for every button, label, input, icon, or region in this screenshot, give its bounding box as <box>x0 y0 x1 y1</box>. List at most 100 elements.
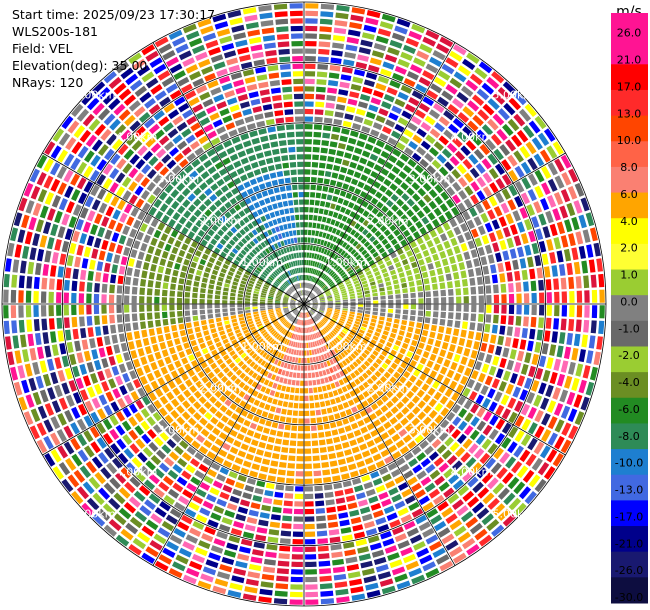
ray-bin <box>207 519 219 529</box>
ray-bin <box>271 148 280 155</box>
ray-bin <box>276 278 282 283</box>
ray-bin <box>445 539 459 551</box>
ray-bin <box>205 105 217 115</box>
ray-bin <box>342 308 348 311</box>
ray-bin <box>242 492 253 500</box>
ray-bin <box>439 349 447 358</box>
ray-bin <box>260 465 269 473</box>
ray-bin <box>283 101 293 108</box>
ray-bin <box>487 497 500 510</box>
ray-bin <box>89 426 100 439</box>
ray-bin <box>279 225 284 231</box>
ray-bin <box>167 363 175 372</box>
ray-bin <box>237 310 244 315</box>
ray-bin <box>193 321 200 327</box>
ray-bin <box>335 364 341 371</box>
ray-bin <box>252 296 259 299</box>
ray-bin <box>230 288 237 293</box>
ray-bin <box>497 108 510 121</box>
ray-bin <box>446 319 453 327</box>
ray-bin <box>293 508 304 515</box>
ray-bin <box>65 329 72 341</box>
ray-bin <box>203 159 213 169</box>
ray-bin <box>488 365 497 376</box>
ray-bin <box>470 313 477 322</box>
ray-bin <box>198 153 209 163</box>
ray-bin <box>52 128 65 142</box>
ray-bin <box>293 93 304 100</box>
ray-bin <box>376 425 386 434</box>
ray-bin <box>400 514 413 524</box>
ray-bin <box>277 290 283 295</box>
ray-bin <box>363 79 375 88</box>
ray-bin <box>314 315 320 320</box>
ray-bin <box>327 305 333 307</box>
ray-bin <box>198 445 209 455</box>
ray-bin <box>275 302 281 304</box>
ray-bin <box>304 395 309 401</box>
ray-bin <box>354 453 363 461</box>
ray-bin <box>198 58 211 68</box>
ray-bin <box>288 246 293 252</box>
ray-bin <box>13 381 23 396</box>
ray-bin <box>476 323 483 332</box>
ray-bin <box>571 347 579 361</box>
ray-bin <box>332 211 339 219</box>
ray-bin <box>560 405 571 420</box>
ray-bin <box>304 297 307 303</box>
ray-bin <box>245 578 259 586</box>
ray-bin <box>258 183 266 190</box>
ray-bin <box>237 304 243 308</box>
ray-bin <box>304 184 310 190</box>
ray-bin <box>409 225 417 233</box>
ray-bin <box>482 199 491 211</box>
ray-bin <box>76 433 88 447</box>
ray-bin <box>305 301 311 304</box>
ray-bin <box>518 108 532 122</box>
ray-bin <box>316 185 323 191</box>
ray-bin <box>233 423 242 431</box>
ray-bin <box>258 401 266 409</box>
ray-bin <box>358 375 365 383</box>
ray-bin <box>416 146 427 156</box>
ray-bin <box>428 488 441 499</box>
ray-bin <box>421 271 429 279</box>
ray-bin <box>305 302 311 304</box>
ray-bin <box>333 292 340 296</box>
ray-bin <box>361 280 368 285</box>
ray-bin <box>369 248 377 255</box>
ray-bin <box>392 148 402 157</box>
ray-bin <box>192 520 205 531</box>
ray-bin <box>580 197 590 212</box>
ray-bin <box>322 132 331 139</box>
ray-bin <box>289 324 294 330</box>
ray-bin <box>342 301 349 304</box>
ray-bin <box>378 283 384 288</box>
ray-bin <box>305 302 311 304</box>
ray-bin <box>148 392 157 402</box>
ray-bin <box>330 543 342 551</box>
ray-bin <box>285 322 290 328</box>
ray-bin <box>478 61 493 74</box>
ray-bin <box>333 27 347 35</box>
ray-bin <box>476 507 490 520</box>
ray-bin <box>171 165 182 175</box>
ray-bin <box>263 320 270 324</box>
ray-bin <box>320 354 325 361</box>
ray-bin <box>90 411 100 424</box>
ray-bin <box>484 244 493 255</box>
ray-bin <box>282 515 292 522</box>
ray-bin <box>373 436 383 444</box>
ray-bin <box>452 404 461 414</box>
ray-bin <box>231 187 239 196</box>
ray-bin <box>473 216 482 226</box>
ray-bin <box>145 137 156 148</box>
range-ring-label: 4.00km <box>451 131 493 144</box>
ray-bin <box>445 57 459 69</box>
ray-bin <box>311 169 318 176</box>
ray-bin <box>153 63 167 75</box>
ray-bin <box>193 412 202 421</box>
ray-bin <box>258 473 267 480</box>
ray-bin <box>122 407 132 418</box>
ray-bin <box>370 502 382 511</box>
